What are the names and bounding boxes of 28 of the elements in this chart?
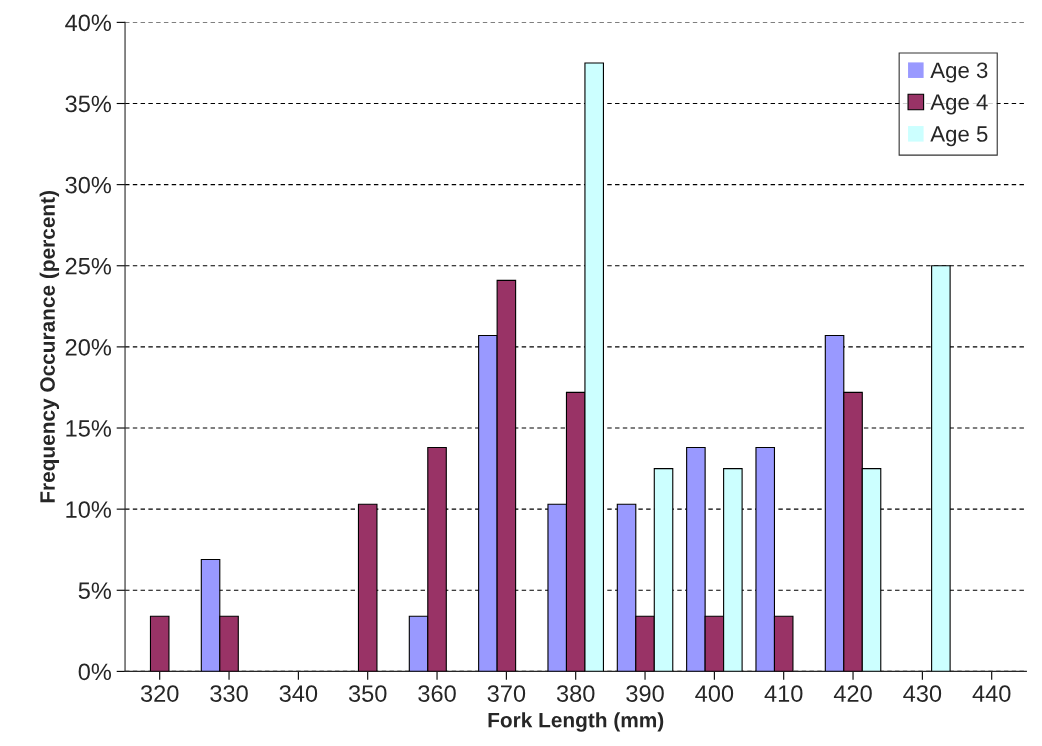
y-tick-label: 15%	[66, 420, 112, 437]
x-tick-label: 350	[348, 685, 387, 702]
x-tick-label: 380	[556, 685, 595, 702]
y-tick-label: 0%	[78, 663, 112, 681]
y-tick-label: 25%	[65, 257, 112, 275]
x-tick-label: 370	[487, 685, 526, 702]
x-tick-label: 340	[279, 685, 318, 702]
bar	[931, 265, 951, 672]
x-tick-label: 390	[626, 685, 664, 702]
x-tick-label: 430	[903, 685, 942, 702]
x-tick-label: 440	[972, 685, 1011, 702]
y-axis-title: Frequency Occurance (percent)	[39, 191, 60, 503]
y-tick-label: 30%	[65, 176, 112, 194]
legend-label: Age 4	[930, 94, 988, 115]
x-tick-label: 400	[695, 685, 734, 702]
x-tick-label: 360	[418, 685, 456, 702]
y-tick-label: 5%	[78, 582, 112, 600]
x-tick-label: 410	[764, 685, 803, 702]
x-tick-label: 420	[833, 685, 872, 702]
y-tick-label: 20%	[65, 338, 112, 356]
x-axis-title: Fork Length (mm)	[488, 712, 664, 732]
x-tick-label: 330	[210, 685, 248, 702]
legend-label: Age 5	[930, 126, 988, 147]
x-tick-label: 320	[140, 685, 179, 702]
y-tick-label: 35%	[65, 95, 112, 113]
y-tick-label: 40%	[65, 14, 112, 32]
legend-label: Age 3	[930, 62, 988, 83]
y-tick-label: 10%	[66, 501, 112, 518]
